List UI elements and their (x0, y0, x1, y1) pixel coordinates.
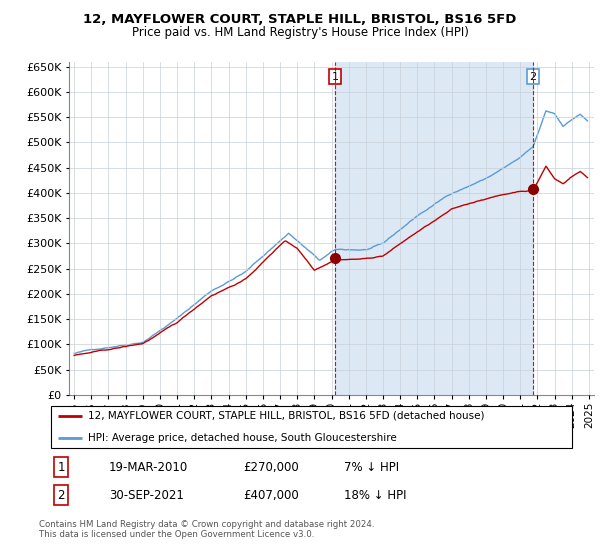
Text: 12, MAYFLOWER COURT, STAPLE HILL, BRISTOL, BS16 5FD (detached house): 12, MAYFLOWER COURT, STAPLE HILL, BRISTO… (88, 410, 484, 421)
Text: 19-MAR-2010: 19-MAR-2010 (109, 460, 188, 474)
Text: 7% ↓ HPI: 7% ↓ HPI (344, 460, 399, 474)
Text: 2: 2 (530, 72, 536, 82)
Text: 1: 1 (332, 72, 338, 82)
Text: 18% ↓ HPI: 18% ↓ HPI (344, 488, 406, 502)
Text: £270,000: £270,000 (244, 460, 299, 474)
Text: Price paid vs. HM Land Registry's House Price Index (HPI): Price paid vs. HM Land Registry's House … (131, 26, 469, 39)
Text: HPI: Average price, detached house, South Gloucestershire: HPI: Average price, detached house, Sout… (88, 433, 397, 444)
Text: 1: 1 (58, 460, 65, 474)
Text: 30-SEP-2021: 30-SEP-2021 (109, 488, 184, 502)
Text: 12, MAYFLOWER COURT, STAPLE HILL, BRISTOL, BS16 5FD: 12, MAYFLOWER COURT, STAPLE HILL, BRISTO… (83, 13, 517, 26)
FancyBboxPatch shape (50, 405, 572, 449)
Text: 2: 2 (58, 488, 65, 502)
Bar (335, 62, 533, 395)
Text: £407,000: £407,000 (244, 488, 299, 502)
Text: Contains HM Land Registry data © Crown copyright and database right 2024.
This d: Contains HM Land Registry data © Crown c… (39, 520, 374, 539)
